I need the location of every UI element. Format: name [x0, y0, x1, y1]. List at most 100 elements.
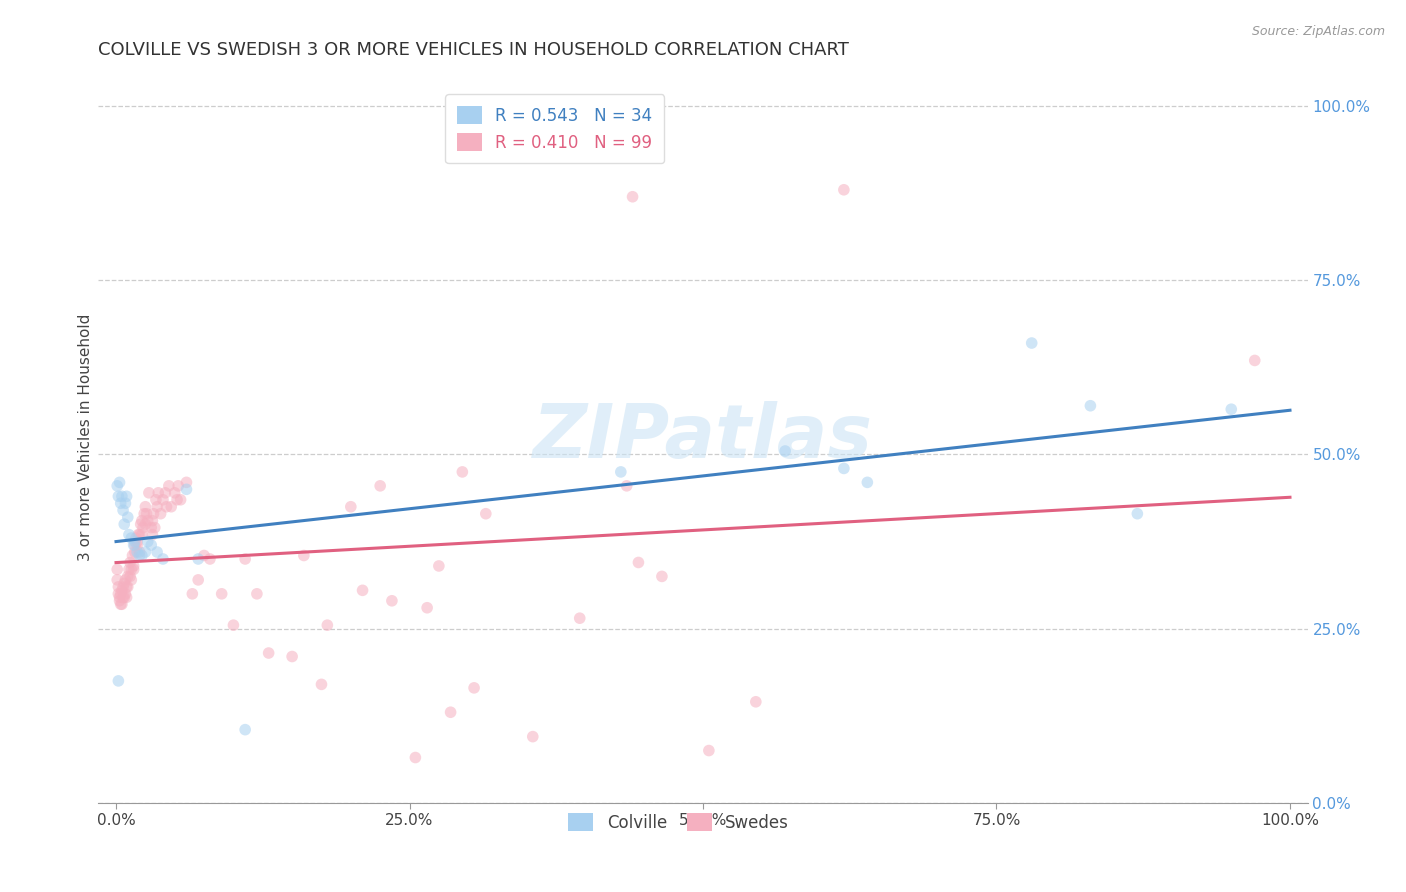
Point — [146, 500, 169, 514]
Point — [340, 500, 363, 514]
Point — [166, 492, 188, 507]
Point — [118, 527, 141, 541]
Point — [105, 573, 128, 587]
Point — [1080, 399, 1102, 413]
Point — [125, 531, 148, 545]
Text: ZIPatlas: ZIPatlas — [533, 401, 873, 474]
Point — [122, 562, 145, 576]
Point — [112, 517, 135, 532]
Point — [115, 591, 138, 605]
Point — [404, 750, 426, 764]
Point — [475, 507, 498, 521]
Point — [568, 611, 591, 625]
Point — [120, 562, 142, 576]
Point — [111, 489, 134, 503]
Point — [110, 597, 132, 611]
Point — [211, 587, 233, 601]
Point — [149, 507, 172, 521]
Point — [381, 594, 404, 608]
Point — [141, 527, 163, 541]
Point — [233, 723, 256, 737]
Point — [368, 479, 391, 493]
Point — [773, 444, 796, 458]
Point — [832, 183, 855, 197]
Point — [107, 580, 129, 594]
Point — [311, 677, 333, 691]
Point — [134, 517, 156, 532]
Point — [112, 503, 135, 517]
Point — [157, 479, 180, 493]
Point — [176, 475, 198, 490]
Point — [111, 583, 134, 598]
Point — [148, 485, 170, 500]
Point — [112, 580, 135, 594]
Point — [131, 527, 153, 541]
Point — [111, 597, 134, 611]
Point — [136, 514, 159, 528]
Point — [1220, 402, 1243, 417]
Point — [108, 591, 131, 605]
Point — [856, 475, 879, 490]
Point — [141, 538, 163, 552]
Point — [181, 587, 204, 601]
Point — [132, 521, 155, 535]
Text: Source: ZipAtlas.com: Source: ZipAtlas.com — [1251, 25, 1385, 38]
Point — [745, 695, 768, 709]
Point — [134, 545, 156, 559]
Point — [198, 552, 221, 566]
Point — [129, 517, 152, 532]
Point — [117, 569, 139, 583]
Point — [128, 549, 150, 563]
Text: COLVILLE VS SWEDISH 3 OR MORE VEHICLES IN HOUSEHOLD CORRELATION CHART: COLVILLE VS SWEDISH 3 OR MORE VEHICLES I… — [98, 41, 849, 59]
Point — [439, 705, 461, 719]
Point — [120, 569, 142, 583]
Point — [616, 479, 638, 493]
Point — [110, 587, 132, 601]
Point — [114, 587, 136, 601]
Point — [122, 558, 145, 573]
Point — [124, 538, 146, 552]
Point — [120, 556, 142, 570]
Point — [135, 507, 157, 521]
Point — [222, 618, 245, 632]
Point — [142, 507, 165, 521]
Point — [143, 521, 166, 535]
Point — [112, 591, 135, 605]
Point — [108, 594, 131, 608]
Point — [451, 465, 474, 479]
Point — [115, 489, 138, 503]
Point — [107, 673, 129, 688]
Point — [138, 485, 160, 500]
Point — [160, 500, 183, 514]
Point — [110, 496, 132, 510]
Point — [112, 591, 135, 605]
Point — [114, 573, 136, 587]
Point — [141, 521, 163, 535]
Point — [127, 534, 149, 549]
Point — [127, 538, 149, 552]
Point — [108, 475, 131, 490]
Point — [163, 485, 186, 500]
Point — [152, 492, 174, 507]
Point — [463, 681, 485, 695]
Point — [114, 496, 136, 510]
Point — [352, 583, 374, 598]
Point — [832, 461, 855, 475]
Point — [627, 556, 650, 570]
Point — [167, 479, 190, 493]
Point — [105, 479, 128, 493]
Point — [131, 549, 153, 563]
Point — [117, 510, 139, 524]
Point — [120, 531, 142, 545]
Point — [121, 549, 143, 563]
Point — [145, 492, 167, 507]
Point — [316, 618, 339, 632]
Point — [651, 569, 673, 583]
Point — [193, 549, 215, 563]
Point — [134, 500, 156, 514]
Point — [107, 489, 129, 503]
Point — [124, 545, 146, 559]
Point — [127, 527, 149, 541]
Point — [112, 576, 135, 591]
Point — [233, 552, 256, 566]
